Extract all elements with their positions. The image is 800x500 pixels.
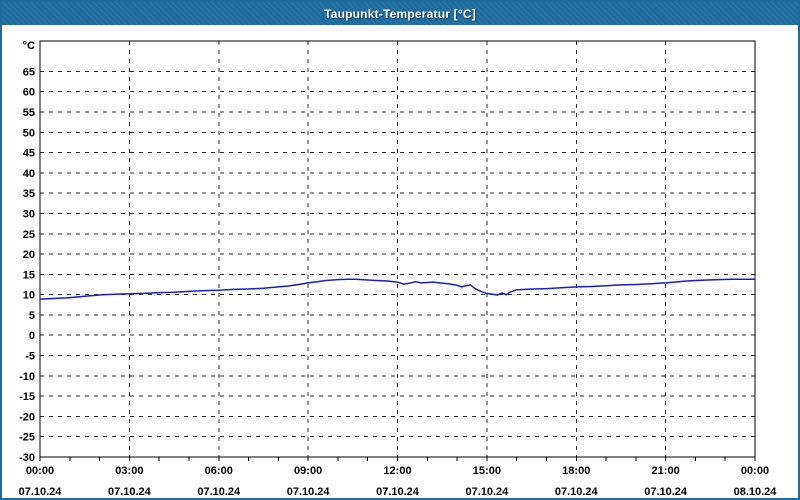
- y-axis-tick-label: 10: [23, 290, 35, 302]
- x-axis-time-label: 21:00: [652, 465, 680, 477]
- y-axis-tick-label: 45: [23, 148, 35, 160]
- y-axis-tick-label: 55: [23, 107, 35, 119]
- window-title: Taupunkt-Temperatur [°C]: [324, 6, 476, 21]
- x-axis-time-label: 15:00: [473, 465, 501, 477]
- dewpoint-temperature-chart: 65605550454035302520151050-5-10-15-20-25…: [19, 40, 778, 498]
- y-axis-tick-label: 60: [23, 87, 35, 99]
- y-axis-tick-label: -30: [19, 452, 35, 464]
- y-axis-tick-label: 20: [23, 249, 35, 261]
- y-axis-tick-label: -15: [19, 391, 35, 403]
- x-axis-time-label: 00:00: [741, 465, 769, 477]
- x-axis-time-label: 18:00: [562, 465, 590, 477]
- x-axis-date-label: 07.10.24: [197, 486, 241, 498]
- plot-border: [39, 40, 756, 458]
- x-axis-time-label: 06:00: [205, 465, 233, 477]
- y-axis-tick-label: 35: [23, 188, 35, 200]
- y-axis-tick-label: 0: [29, 330, 35, 342]
- y-axis-tick-label: 40: [23, 168, 35, 180]
- x-axis-time-label: 00:00: [26, 465, 54, 477]
- x-axis-time-label: 09:00: [294, 465, 322, 477]
- y-axis-tick-label: 30: [23, 208, 35, 220]
- x-axis-date-label: 07.10.24: [555, 486, 599, 498]
- x-axis-date-label: 07.10.24: [644, 486, 688, 498]
- x-axis-date-label: 08.10.24: [734, 486, 778, 498]
- y-axis-tick-label: 65: [23, 66, 35, 78]
- x-axis-date-label: 07.10.24: [465, 486, 509, 498]
- y-axis-tick-label: -20: [19, 411, 35, 423]
- y-axis-tick-label: 25: [23, 229, 35, 241]
- x-axis-time-label: 12:00: [383, 465, 411, 477]
- y-axis-unit-label: °C: [23, 40, 35, 52]
- y-axis-tick-label: 5: [29, 310, 35, 322]
- window-titlebar[interactable]: Taupunkt-Temperatur [°C]: [2, 2, 798, 25]
- chart-container: 65 60 55 50 45 40 35 30 25 20 15 10 5 0 -5 -10 -15 -20 -25…: [2, 25, 798, 498]
- x-axis-date-label: 07.10.24: [376, 486, 420, 498]
- y-axis-tick-label: -10: [19, 371, 35, 383]
- x-axis-time-label: 03:00: [115, 465, 143, 477]
- y-axis-tick-label: -25: [19, 432, 35, 444]
- x-axis-date-label: 07.10.24: [19, 486, 63, 498]
- y-axis-tick-label: 50: [23, 127, 35, 139]
- dewpoint-series-line: [39, 278, 756, 300]
- y-axis-tick-label: -5: [25, 351, 35, 363]
- x-axis-date-label: 07.10.24: [108, 486, 152, 498]
- y-axis-tick-label: 15: [23, 269, 35, 281]
- x-axis-date-label: 07.10.24: [287, 486, 331, 498]
